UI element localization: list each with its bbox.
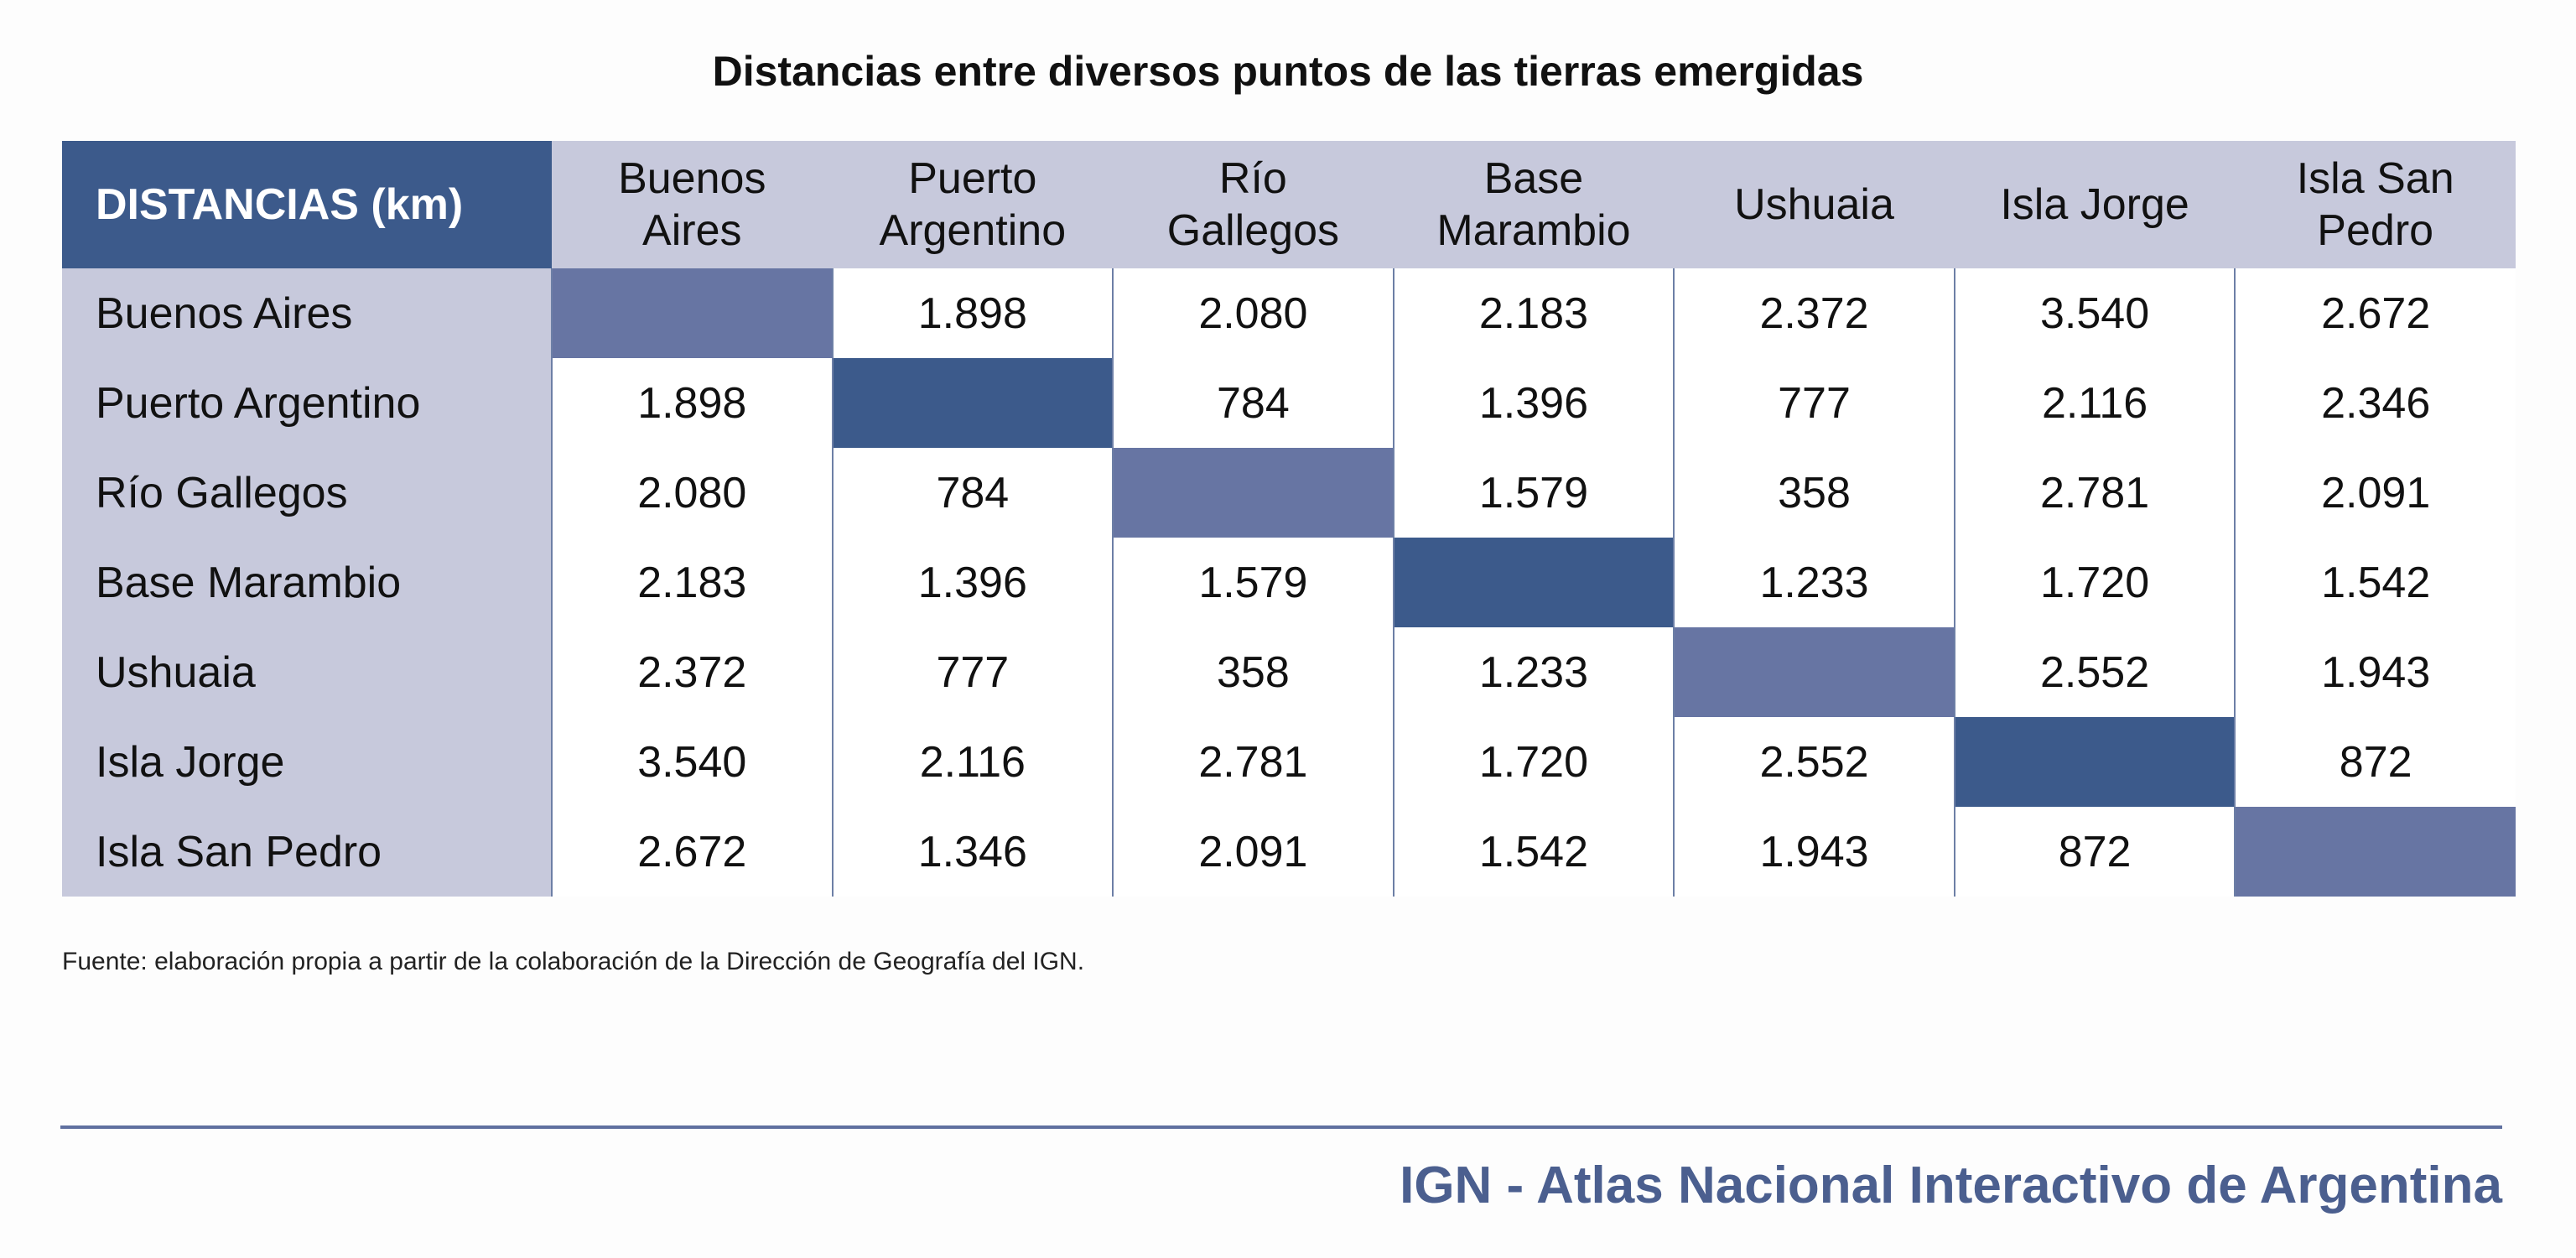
table-cell: 1.720 — [1392, 717, 1675, 807]
table-cell: 1.943 — [1673, 807, 1955, 897]
distance-table: DISTANCIAS (km) Buenos Aires Puerto Argent… — [62, 141, 2516, 897]
table-cell: 1.898 — [550, 358, 833, 448]
table-cell: 3.540 — [550, 717, 833, 807]
row-header: Río Gallegos — [62, 448, 553, 538]
table-header-row: DISTANCIAS (km) Buenos Aires Puerto Argent… — [62, 141, 2516, 268]
table-row: Isla San Pedro 2.672 1.346 2.091 1.542 1… — [62, 807, 2516, 897]
table-cell: 358 — [1112, 627, 1394, 717]
diagonal-cell — [1112, 448, 1394, 538]
table-cell: 2.781 — [1953, 448, 2236, 538]
row-header: Ushuaia — [62, 627, 553, 717]
table-cell: 784 — [831, 448, 1114, 538]
table-row: Base Marambio 2.183 1.396 1.579 1.233 1.… — [62, 538, 2516, 627]
table-cell: 1.943 — [2234, 627, 2516, 717]
source-note: Fuente: elaboración propia a partir de l… — [62, 948, 1085, 975]
column-header: Ushuaia — [1674, 141, 1955, 268]
table-cell: 2.372 — [550, 627, 833, 717]
table-cell: 2.672 — [2234, 268, 2516, 358]
table-cell: 2.080 — [1112, 268, 1394, 358]
diagonal-cell — [1953, 717, 2236, 807]
footer-divider — [60, 1125, 2502, 1129]
diagonal-cell — [831, 358, 1114, 448]
corner-header: DISTANCIAS (km) — [62, 141, 552, 268]
table-cell: 1.720 — [1953, 538, 2236, 627]
table-cell: 2.091 — [2234, 448, 2516, 538]
table-row: Puerto Argentino 1.898 784 1.396 777 2.1… — [62, 358, 2516, 448]
column-header: Isla Jorge — [1954, 141, 2236, 268]
row-header: Puerto Argentino — [62, 358, 553, 448]
table-cell: 2.091 — [1112, 807, 1394, 897]
diagonal-cell — [1673, 627, 1955, 717]
table-cell: 2.672 — [550, 807, 833, 897]
table-row: Ushuaia 2.372 777 358 1.233 2.552 1.943 — [62, 627, 2516, 717]
table-row: Buenos Aires 1.898 2.080 2.183 2.372 3.5… — [62, 268, 2516, 358]
diagonal-cell — [550, 268, 833, 358]
table-cell: 2.781 — [1112, 717, 1394, 807]
table-cell: 2.080 — [550, 448, 833, 538]
table-cell: 2.552 — [1673, 717, 1955, 807]
table-cell: 1.542 — [1392, 807, 1675, 897]
table-row: Río Gallegos 2.080 784 1.579 358 2.781 2… — [62, 448, 2516, 538]
table-cell: 777 — [1673, 358, 1955, 448]
row-header: Buenos Aires — [62, 268, 553, 358]
table-cell: 2.183 — [1392, 268, 1675, 358]
row-header: Base Marambio — [62, 538, 553, 627]
column-header: Base Marambio — [1393, 141, 1675, 268]
page-title: Distancias entre diversos puntos de las … — [712, 48, 1864, 95]
table-cell: 1.542 — [2234, 538, 2516, 627]
table-cell: 777 — [831, 627, 1114, 717]
table-cell: 2.116 — [831, 717, 1114, 807]
table-cell: 2.116 — [1953, 358, 2236, 448]
table-cell: 2.183 — [550, 538, 833, 627]
footer-credit: IGN - Atlas Nacional Interactivo de Arge… — [1400, 1157, 2502, 1214]
table-cell: 1.346 — [831, 807, 1114, 897]
table-cell: 2.346 — [2234, 358, 2516, 448]
table-cell: 1.579 — [1112, 538, 1394, 627]
column-header: Puerto Argentino — [832, 141, 1114, 268]
table-cell: 2.372 — [1673, 268, 1955, 358]
table-cell: 358 — [1673, 448, 1955, 538]
table-cell: 872 — [1953, 807, 2236, 897]
table-cell: 1.898 — [831, 268, 1114, 358]
table-cell: 1.579 — [1392, 448, 1675, 538]
row-header: Isla San Pedro — [62, 807, 553, 897]
table-cell: 1.396 — [1392, 358, 1675, 448]
table-cell: 1.233 — [1392, 627, 1675, 717]
table-cell: 3.540 — [1953, 268, 2236, 358]
column-header: Río Gallegos — [1113, 141, 1394, 268]
column-header: Buenos Aires — [551, 141, 833, 268]
table-cell: 784 — [1112, 358, 1394, 448]
table-cell: 872 — [2234, 717, 2516, 807]
table-cell: 2.552 — [1953, 627, 2236, 717]
table-cell: 1.396 — [831, 538, 1114, 627]
row-header: Isla Jorge — [62, 717, 553, 807]
table-row: Isla Jorge 3.540 2.116 2.781 1.720 2.552… — [62, 717, 2516, 807]
diagonal-cell — [2234, 807, 2516, 897]
diagonal-cell — [1392, 538, 1675, 627]
column-header: Isla San Pedro — [2235, 141, 2516, 268]
table-cell: 1.233 — [1673, 538, 1955, 627]
